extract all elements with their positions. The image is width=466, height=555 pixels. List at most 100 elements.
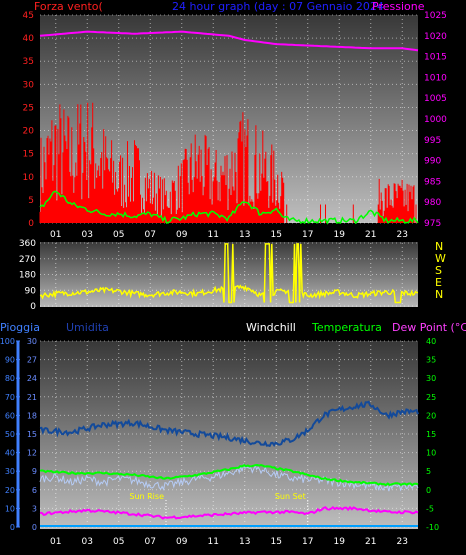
x-tick-label: 17 [302,230,313,240]
rain-y-tick-label: 80 [5,374,15,383]
wind-direction-series [39,243,419,304]
x-tick-label: 07 [145,230,156,240]
dewpoint-series [39,505,419,520]
wind-y-tick-label: 30 [23,80,35,90]
windchill-series [39,462,419,492]
x-tick-label: 05 [113,230,124,240]
x-tick-label: 09 [176,537,188,547]
wind-y-tick-label: 25 [23,103,34,113]
wind-y-tick-label: 20 [23,127,35,137]
x-tick-label: 19 [334,537,346,547]
x-tick-label: 23 [397,537,408,547]
compass-label: E [435,276,442,289]
compass-label: N [435,288,443,301]
temp-y-tick-label: 35 [426,356,436,365]
legend-windchill: Windchill [246,321,296,334]
humidity-series [39,400,419,448]
wind-y-tick-label: 15 [23,150,34,160]
wind-layer: 0510152025303540459759809859909951000100… [23,11,448,240]
x-tick-label: 01 [50,230,61,240]
humidity-y-tick-label: 27 [27,356,37,365]
x-tick-label: 11 [208,230,219,240]
pressure-y-tick-label: 975 [424,219,441,229]
direction-y-tick-label: 180 [19,271,36,281]
pressure-y-tick-label: 980 [424,198,441,208]
legend-dewpoint: Dew Point (°C) [392,321,466,334]
temp-y-tick-label: 0 [426,486,431,495]
pressure-y-tick-label: 1000 [424,115,447,125]
temp-y-tick-label: 25 [426,393,436,402]
pressure-y-tick-label: 995 [424,136,441,146]
pressure-y-tick-label: 1005 [424,94,447,104]
x-tick-label: 21 [365,537,376,547]
humidity-y-tick-label: 9 [32,467,37,476]
wind-y-tick-label: 5 [28,196,34,206]
temperature-series [39,463,419,487]
rain-y-tick-label: 20 [5,486,15,495]
temp-y-tick-label: 20 [426,411,436,420]
x-tick-label: 05 [113,537,124,547]
legend-temperature: Temperatura [311,321,382,334]
rain-y-tick-label: 0 [10,523,15,532]
sun-set-label: Sun Set [275,492,306,501]
pressure-title: Pressione [372,0,425,13]
rain-y-tick-label: 30 [5,467,15,476]
x-tick-label: 17 [302,537,313,547]
temp-y-tick-label: -10 [426,523,439,532]
wind-y-tick-label: 40 [23,34,35,44]
humidity-y-tick-label: 24 [27,374,37,383]
pressure-y-tick-label: 985 [424,177,441,187]
sun-rise-label: Sun Rise [129,492,164,501]
rain-y-tick-label: 100 [0,337,15,346]
wind-title: Forza vento( [34,0,103,13]
rain-y-tick-label: 90 [5,356,15,365]
x-tick-label: 11 [208,537,219,547]
x-tick-label: 15 [271,537,282,547]
rain-y-tick-label: 40 [5,449,15,458]
pressure-y-tick-label: 1020 [424,32,447,42]
compass-label: N [435,240,443,253]
wind-average-series [39,190,419,225]
humidity-y-tick-label: 3 [32,504,37,513]
temp-y-tick-label: -5 [426,504,434,513]
wind-y-tick-label: 35 [23,57,34,67]
compass-label: S [435,264,442,277]
direction-y-tick-label: 0 [30,302,36,312]
x-tick-label: 09 [176,230,188,240]
x-tick-label: 21 [365,230,376,240]
temp-y-tick-label: 15 [426,430,436,439]
x-tick-label: 19 [334,230,346,240]
legend-humidity: Umidita [66,321,109,334]
wind-panel [40,15,418,223]
x-tick-label: 03 [82,537,93,547]
temp-y-tick-label: 40 [426,337,436,346]
temp-panel [40,341,418,529]
humidity-y-tick-label: 18 [27,411,37,420]
x-tick-label: 15 [271,230,282,240]
compass-label: W [435,252,446,265]
pressure-y-tick-label: 1025 [424,11,447,21]
legend-rain: Pioggia [0,321,40,334]
temp-y-tick-label: 30 [426,374,436,383]
humidity-y-tick-label: 30 [27,337,37,346]
rain-y-tick-label: 50 [5,430,15,439]
pressure-y-tick-label: 1010 [424,73,447,83]
wind-y-tick-label: 45 [23,11,34,21]
humidity-y-tick-label: 21 [27,393,37,402]
rain-y-tick-label: 60 [5,411,15,420]
x-tick-label: 23 [397,230,408,240]
direction-y-tick-label: 270 [19,255,36,265]
x-tick-label: 01 [50,537,61,547]
x-tick-label: 13 [239,537,250,547]
direction-y-tick-label: 360 [19,239,36,249]
pressure-y-tick-label: 990 [424,157,441,167]
temp-y-tick-label: 10 [426,449,436,458]
rain-y-tick-label: 70 [5,393,15,402]
humidity-y-tick-label: 6 [32,486,37,495]
pressure-y-tick-label: 1015 [424,53,447,63]
wind-y-tick-label: 0 [28,219,34,229]
x-tick-label: 13 [239,230,250,240]
wind-y-tick-label: 10 [23,173,35,183]
